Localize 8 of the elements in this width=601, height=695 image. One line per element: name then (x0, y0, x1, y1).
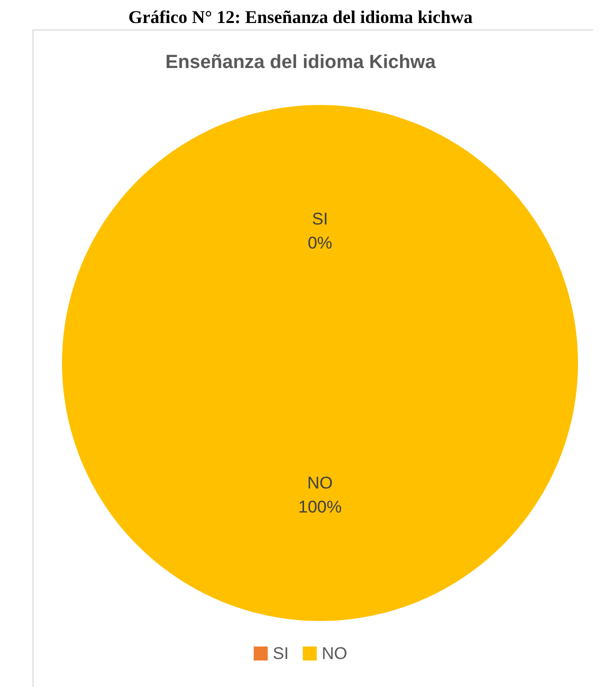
legend-label: SI (272, 644, 289, 663)
legend-label: NO (322, 644, 348, 663)
chart-title: Enseñanza del idioma Kichwa (165, 52, 436, 73)
slice-label: NO (307, 474, 333, 492)
text: 0% (308, 234, 332, 252)
text: Gráfico N° 12: Enseñanza del idioma kichwa (128, 7, 473, 27)
category-label: SI (312, 210, 328, 228)
data-label: 100% (298, 498, 342, 516)
